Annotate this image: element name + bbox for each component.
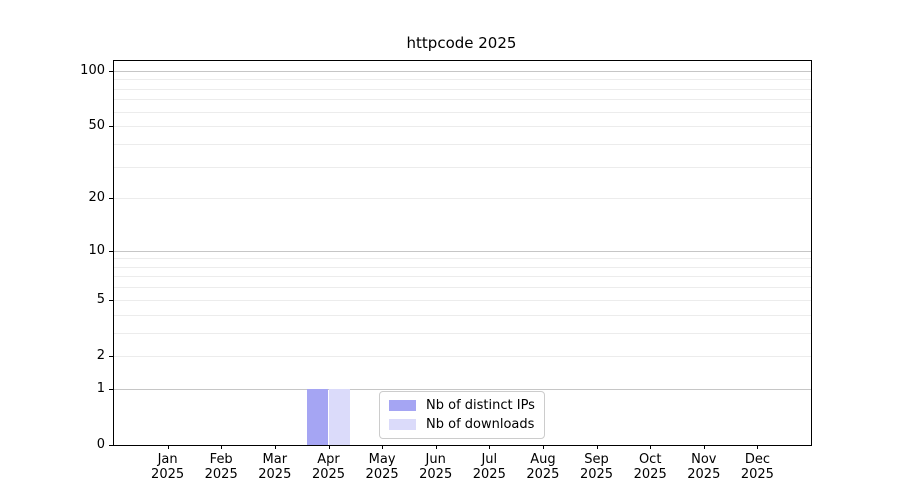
y-tick-label: 20 — [88, 190, 105, 206]
x-tick-label-line: 2025 — [311, 467, 346, 482]
x-tick-label: May 2025 — [346, 452, 418, 482]
y-tick-mark — [109, 70, 113, 72]
legend-item: Nb of distinct IPs — [389, 398, 535, 413]
y-gridline-minor — [114, 287, 811, 289]
x-tick-mark — [542, 445, 544, 449]
y-tick-mark — [109, 126, 113, 128]
x-tick-label-line: 2025 — [258, 467, 292, 482]
y-tick-label: 2 — [96, 347, 105, 363]
legend-swatch — [389, 419, 416, 430]
x-tick-label: Aug 2025 — [507, 452, 579, 482]
y-gridline-minor — [114, 143, 811, 145]
x-tick-label-line: Dec — [744, 452, 770, 467]
y-tick-label: 1 — [96, 380, 105, 396]
legend: Nb of distinct IPs Nb of downloads — [379, 391, 545, 439]
y-gridline-minor — [114, 332, 811, 334]
x-tick-mark — [328, 445, 330, 449]
y-gridline-minor — [114, 314, 811, 316]
x-tick-label-line: Feb — [209, 452, 233, 467]
bar-nb-of-downloads — [328, 388, 350, 445]
x-tick-label-line: Jun — [425, 452, 446, 467]
x-tick-label-line: May — [368, 452, 396, 467]
y-gridline-minor — [114, 126, 811, 128]
x-tick-label: Apr 2025 — [293, 452, 365, 482]
x-tick-label-line: Jul — [481, 452, 498, 467]
y-gridline-minor — [114, 258, 811, 260]
x-tick-label: Feb 2025 — [185, 452, 257, 482]
x-tick-label-line: 2025 — [419, 467, 453, 482]
x-tick-mark — [596, 445, 598, 449]
y-gridline-minor — [114, 299, 811, 301]
y-gridline-minor — [114, 111, 811, 113]
x-tick-label: Jun 2025 — [400, 452, 472, 482]
x-tick-label-line: Mar — [262, 452, 288, 467]
legend-label: Nb of distinct IPs — [426, 398, 535, 413]
x-tick-mark — [435, 445, 437, 449]
y-tick-mark — [109, 299, 113, 301]
x-tick-mark — [489, 445, 491, 449]
y-gridline-minor — [114, 276, 811, 278]
y-gridline-major — [114, 250, 811, 252]
y-tick-label: 50 — [88, 118, 105, 134]
y-tick-label: 0 — [96, 437, 105, 452]
x-tick-label-line: 2025 — [579, 467, 614, 482]
x-tick-mark — [757, 445, 759, 449]
y-gridline-minor — [114, 198, 811, 200]
legend-label: Nb of downloads — [426, 417, 535, 432]
x-tick-label-line: 2025 — [365, 467, 399, 482]
x-tick-mark — [650, 445, 652, 449]
y-tick-label: 10 — [88, 242, 105, 258]
x-tick-mark — [274, 445, 276, 449]
x-tick-label: Dec 2025 — [721, 452, 793, 482]
x-tick-mark — [382, 445, 384, 449]
y-tick-mark — [109, 445, 113, 446]
x-tick-label-line: Apr — [317, 452, 340, 467]
x-tick-label-line: 2025 — [687, 467, 721, 482]
x-tick-mark — [167, 445, 169, 449]
x-tick-label: Oct 2025 — [614, 452, 686, 482]
x-tick-mark — [703, 445, 705, 449]
y-gridline-minor — [114, 99, 811, 101]
y-tick-mark — [109, 198, 113, 200]
y-tick-mark — [109, 250, 113, 252]
y-tick-label: 100 — [80, 62, 105, 78]
x-tick-label: Sep 2025 — [561, 452, 633, 482]
y-gridline-minor — [114, 355, 811, 357]
x-tick-label-line: 2025 — [472, 467, 506, 482]
x-tick-label-line: Aug — [530, 452, 556, 467]
y-tick-label: 5 — [96, 291, 105, 307]
x-tick-label-line: Sep — [584, 452, 609, 467]
bar-nb-of-distinct-ips — [307, 388, 329, 445]
y-gridline-minor — [114, 266, 811, 268]
y-gridline-major — [114, 70, 811, 72]
x-tick-label: Jul 2025 — [453, 452, 525, 482]
x-tick-label-line: 2025 — [633, 467, 667, 482]
x-tick-label-line: Jan — [157, 452, 178, 467]
y-tick-mark — [109, 388, 113, 390]
y-gridline-minor — [114, 88, 811, 90]
x-tick-label-line: Nov — [691, 452, 717, 467]
x-tick-label: Mar 2025 — [239, 452, 311, 482]
y-gridline-minor — [114, 79, 811, 81]
y-gridline-minor — [114, 166, 811, 168]
plot-area: 0 1 2 5 10 20 50 100 Jan 2025 Feb 2025 Mar 2025 Apr 202… — [80, 60, 812, 482]
y-tick-mark — [109, 355, 113, 357]
legend-swatch — [389, 400, 416, 411]
x-tick-label: Jan 2025 — [132, 452, 204, 482]
x-tick-mark — [221, 445, 223, 449]
x-tick-label: Nov 2025 — [668, 452, 740, 482]
x-tick-label-line: 2025 — [204, 467, 238, 482]
x-tick-label-line: 2025 — [151, 467, 185, 482]
x-tick-label-line: 2025 — [740, 467, 774, 482]
chart-title: httpcode 2025 — [406, 34, 517, 52]
y-gridline-major — [114, 388, 811, 390]
x-tick-label-line: 2025 — [526, 467, 560, 482]
x-tick-label-line: Oct — [638, 452, 662, 467]
legend-item: Nb of downloads — [389, 417, 535, 432]
